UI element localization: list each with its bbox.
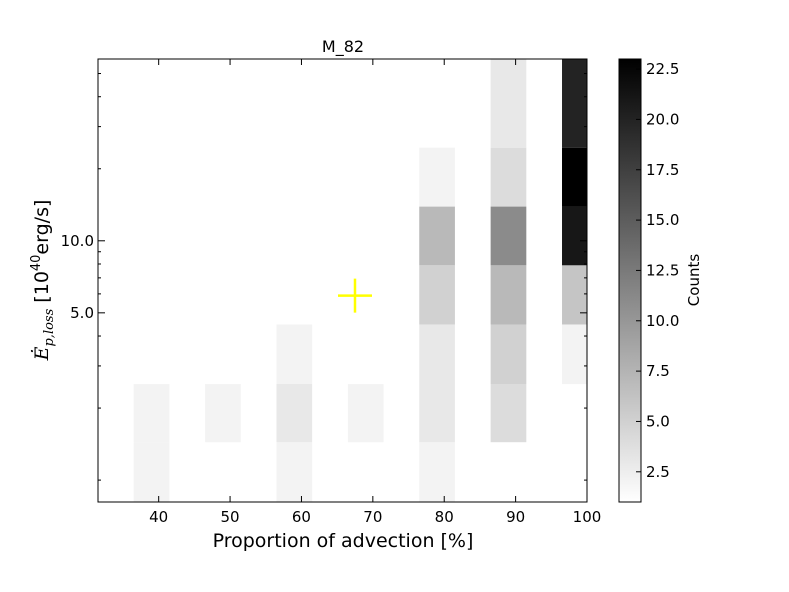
x-axis: 40 50 60 70 80 90 100: [149, 59, 601, 526]
y-label-subscript: p,loss: [42, 308, 57, 346]
heatmap-cell: [276, 384, 313, 443]
heatmap-cell: [490, 265, 527, 325]
heatmap-cell: [490, 324, 527, 385]
heatmap-cell: [562, 206, 587, 266]
colorbar-tick-label: 20.0: [646, 110, 679, 128]
x-tick-label: 60: [292, 508, 311, 526]
colorbar-tick-label: 12.5: [646, 261, 679, 279]
colorbar-tick-label: 5.0: [646, 412, 670, 430]
heatmap-cell: [133, 265, 170, 325]
plot-frame: [97, 58, 588, 503]
chart-title: M_82: [322, 37, 364, 57]
heatmap-cell: [205, 384, 241, 443]
colorbar-tick-label: 15.0: [646, 211, 679, 229]
heatmap-cell: [419, 442, 455, 502]
heatmap-cell: [276, 442, 313, 502]
colorbar-tick-label: 10.0: [646, 312, 679, 330]
heatmap-cell: [276, 265, 313, 325]
heatmap-cell: [419, 147, 455, 207]
x-tick-label: 70: [363, 508, 382, 526]
marker-layer: [337, 278, 372, 313]
y-label-unit-prefix: [10: [31, 271, 53, 303]
y-axis: 5.0 10.0: [61, 73, 587, 481]
heatmap-cell: [133, 442, 170, 502]
heatmap-cell: [419, 265, 455, 325]
heatmap-cell: [562, 324, 587, 385]
y-tick-label: 10.0: [61, 232, 94, 250]
x-tick-label: 80: [435, 508, 454, 526]
heatmap-cell: [419, 324, 455, 385]
heatmap-cell: [490, 59, 527, 148]
x-axis-label: Proportion of advection [%]: [213, 530, 474, 552]
heatmap-cell: [490, 384, 527, 443]
y-label-symbol: Ė: [30, 346, 53, 361]
y-label-unit-exponent: 40: [29, 255, 44, 272]
x-tick-label: 100: [573, 508, 602, 526]
colorbar-ticks: 2.5 5.0 7.5 10.0 12.5 15.0 17.5 20.0 22.5: [636, 60, 679, 481]
heatmap-cell: [562, 265, 587, 325]
svg-text:Ėp,loss [1040erg/s]: Ėp,loss [1040erg/s]: [29, 200, 57, 362]
y-label-unit-suffix: erg/s]: [31, 200, 53, 255]
heatmap-cell: [562, 147, 587, 207]
heatmap-cell: [419, 384, 455, 443]
heatmap-cell: [133, 324, 170, 385]
x-tick-label: 40: [149, 508, 168, 526]
colorbar: [618, 58, 642, 503]
colorbar-label: Counts: [685, 254, 703, 307]
y-axis-label: Ėp,loss [1040erg/s]: [29, 200, 57, 362]
x-tick-label: 90: [506, 508, 525, 526]
heatmap-cell: [562, 59, 587, 148]
colorbar-tick-label: 2.5: [646, 463, 670, 481]
heatmap-cell: [419, 206, 455, 266]
heatmap-cell: [133, 384, 170, 443]
colorbar-tick-label: 17.5: [646, 161, 679, 179]
colorbar-tick-label: 7.5: [646, 362, 670, 380]
x-tick-label: 50: [221, 508, 240, 526]
heatmap-cells: [133, 59, 587, 502]
heatmap-cell: [347, 384, 384, 443]
heatmap-cell: [490, 206, 527, 266]
heatmap-cell: [490, 147, 527, 207]
heatmap-cell: [276, 324, 313, 385]
y-tick-label: 5.0: [70, 304, 94, 322]
heatmap-cell: [347, 324, 384, 385]
colorbar-tick-label: 22.5: [646, 60, 679, 78]
